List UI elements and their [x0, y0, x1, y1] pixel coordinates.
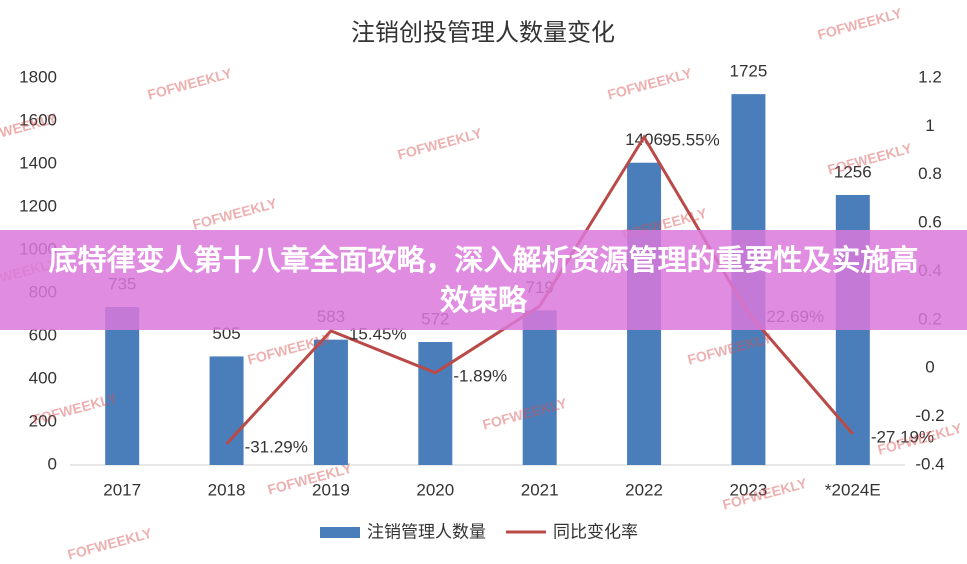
legend-label: 注销管理人数量: [367, 522, 486, 541]
line-value-label: -1.89%: [453, 366, 507, 385]
x-tick-label: 2018: [208, 480, 246, 499]
bar: [313, 339, 348, 465]
banner-text: 底特律变人第十八章全面攻略，深入解析资源管理的重要性及实施高效策略: [48, 243, 919, 317]
bar: [105, 306, 140, 465]
y2-tick-label: 1.2: [918, 67, 942, 86]
line-value-label: 95.55%: [662, 131, 720, 150]
y2-tick-label: 0: [925, 358, 934, 377]
bar-value-label: 1725: [730, 62, 768, 81]
y-tick-label: 200: [29, 411, 57, 430]
watermark: FOFWEEKLY: [876, 420, 964, 458]
line-value-label: -27.19%: [871, 428, 934, 447]
watermark: FOFWEEKLY: [396, 125, 484, 163]
watermark: FOFWEEKLY: [606, 65, 694, 103]
x-tick-label: 2021: [521, 480, 559, 499]
bar: [418, 342, 453, 465]
watermark: FOFWEEKLY: [191, 195, 279, 233]
y2-tick-label: -0.2: [915, 406, 944, 425]
x-tick-label: 2023: [730, 480, 768, 499]
x-tick-label: 2020: [416, 480, 454, 499]
y2-tick-label: -0.4: [915, 454, 944, 473]
line-value-label: -31.29%: [245, 437, 308, 456]
y-tick-label: 400: [29, 368, 57, 387]
watermark: FOFWEEKLY: [66, 525, 154, 563]
y-tick-label: 1800: [19, 67, 57, 86]
bar: [209, 356, 244, 465]
y2-tick-label: 1: [925, 116, 934, 135]
legend-swatch: [320, 527, 360, 538]
y-tick-label: 600: [29, 325, 57, 344]
watermark: FOFWEEKLY: [816, 5, 904, 43]
legend-label: 同比变化率: [553, 522, 638, 541]
bar: [522, 310, 557, 465]
banner: 底特律变人第十八章全面攻略，深入解析资源管理的重要性及实施高效策略: [0, 230, 967, 330]
y-tick-label: 1600: [19, 110, 57, 129]
bar-value-label: 1256: [834, 162, 872, 181]
x-tick-label: *2024E: [825, 480, 881, 499]
x-tick-label: 2017: [103, 480, 141, 499]
x-tick-label: 2022: [625, 480, 663, 499]
y2-tick-label: 0.8: [918, 164, 942, 183]
x-tick-label: 2019: [312, 480, 350, 499]
y2-tick-label: 0.6: [918, 213, 942, 232]
chart-title: 注销创投管理人数量变化: [351, 19, 615, 46]
y-tick-label: 1400: [19, 153, 57, 172]
y-tick-label: 1200: [19, 196, 57, 215]
y-tick-label: 0: [48, 454, 57, 473]
watermark: FOFWEEKLY: [146, 65, 234, 103]
